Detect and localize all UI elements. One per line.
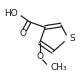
Text: O: O [19, 29, 26, 38]
Text: S: S [69, 34, 75, 43]
Text: CH₃: CH₃ [50, 63, 67, 72]
Text: O: O [36, 52, 43, 61]
Text: HO: HO [4, 9, 18, 18]
